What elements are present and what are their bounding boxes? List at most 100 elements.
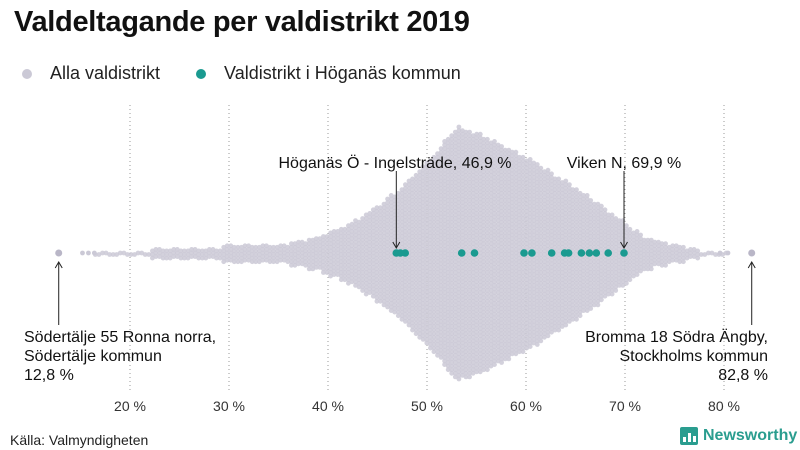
swarm-point: [502, 216, 508, 221]
swarm-point: [452, 360, 458, 365]
swarm-point: [442, 146, 447, 152]
swarm-point: [627, 234, 633, 239]
swarm-point: [616, 279, 622, 285]
swarm-point: [549, 189, 554, 195]
swarm-point: [520, 183, 526, 189]
swarm-point: [306, 262, 312, 268]
swarm-point: [256, 259, 262, 265]
swarm-point: [370, 247, 376, 252]
swarm-point: [570, 187, 576, 193]
swarm-point: [363, 234, 369, 239]
swarm-point: [264, 243, 269, 249]
swarm-point: [331, 239, 337, 245]
swarm-point: [363, 284, 369, 290]
swarm-point: [349, 265, 355, 270]
swarm-point: [520, 180, 526, 185]
swarm-point: [609, 255, 615, 261]
swarm-point: [463, 183, 469, 189]
annotation-bromma: 82,8 %: [718, 367, 768, 384]
swarm-point: [424, 268, 430, 274]
swarm-point: [264, 257, 269, 263]
swarm-point: [581, 272, 586, 277]
swarm-point: [602, 218, 608, 224]
swarm-point: [474, 211, 480, 216]
swarm-point: [356, 244, 362, 250]
swarm-point: [470, 360, 476, 365]
swarm-point: [306, 266, 312, 272]
swarm-point: [616, 225, 622, 231]
swarm-point: [545, 214, 551, 220]
swarm-point: [527, 200, 533, 206]
swarm-point: [271, 244, 276, 250]
swarm-point: [485, 331, 490, 337]
swarm-point: [385, 239, 390, 245]
swarm-point: [353, 265, 358, 270]
swarm-point: [431, 331, 437, 337]
swarm-point: [485, 255, 490, 261]
swarm-point: [410, 302, 415, 308]
swarm-point: [502, 162, 508, 167]
swarm-point: [545, 239, 551, 245]
swarm-point: [645, 266, 651, 272]
swarm-point: [392, 306, 398, 311]
swarm-point: [445, 280, 451, 286]
swarm-point: [517, 259, 522, 265]
swarm-point: [517, 194, 522, 200]
swarm-point: [424, 250, 430, 256]
swarm-point: [524, 165, 529, 171]
swarm-point: [499, 345, 504, 351]
swarm-point: [570, 280, 576, 286]
swarm-point: [606, 288, 611, 293]
swarm-point: [531, 311, 537, 317]
swarm-point: [413, 219, 419, 225]
swarm-point: [513, 290, 519, 295]
swarm-point: [492, 275, 497, 281]
swarm-point: [449, 266, 455, 272]
swarm-point: [463, 154, 469, 160]
swarm-point: [524, 309, 529, 315]
swarm-point: [470, 273, 476, 279]
swarm-point: [695, 248, 701, 254]
swarm-point: [331, 232, 337, 238]
swarm-point: [420, 225, 426, 231]
swarm-point: [424, 218, 430, 224]
swarm-point: [360, 244, 365, 250]
swarm-point: [420, 239, 426, 245]
swarm-point: [445, 190, 451, 196]
swarm-point: [435, 349, 440, 355]
swarm-point: [452, 176, 458, 182]
swarm-point: [474, 167, 480, 173]
swarm-point: [545, 211, 551, 216]
swarm-point: [424, 293, 430, 299]
swarm-point: [474, 297, 480, 303]
swarm-point: [545, 268, 551, 274]
swarm-point: [638, 243, 643, 249]
swarm-point: [445, 291, 451, 297]
swarm-point: [499, 212, 504, 218]
swarm-point: [452, 144, 458, 149]
swarm-point: [431, 208, 437, 214]
swarm-point: [296, 254, 301, 259]
swarm-point: [460, 243, 465, 249]
swarm-point: [452, 374, 458, 380]
swarm-point: [599, 268, 604, 274]
swarm-point: [588, 288, 594, 293]
swarm-point: [452, 212, 458, 218]
swarm-point: [456, 376, 462, 382]
swarm-point: [520, 212, 526, 218]
swarm-point: [599, 243, 604, 249]
swarm-point: [534, 252, 540, 257]
swarm-point: [534, 306, 540, 311]
swarm-point: [438, 171, 444, 177]
swarm-point: [549, 207, 554, 213]
swarm-point: [349, 239, 355, 245]
swarm-point: [502, 338, 508, 344]
swarm-point: [485, 226, 490, 232]
swarm-point: [410, 212, 415, 218]
swarm-point: [378, 291, 383, 297]
swarm-point: [549, 257, 554, 263]
swarm-point: [613, 248, 619, 254]
swarm-point: [428, 277, 433, 283]
swarm-point: [324, 266, 330, 272]
swarm-point: [695, 255, 701, 261]
